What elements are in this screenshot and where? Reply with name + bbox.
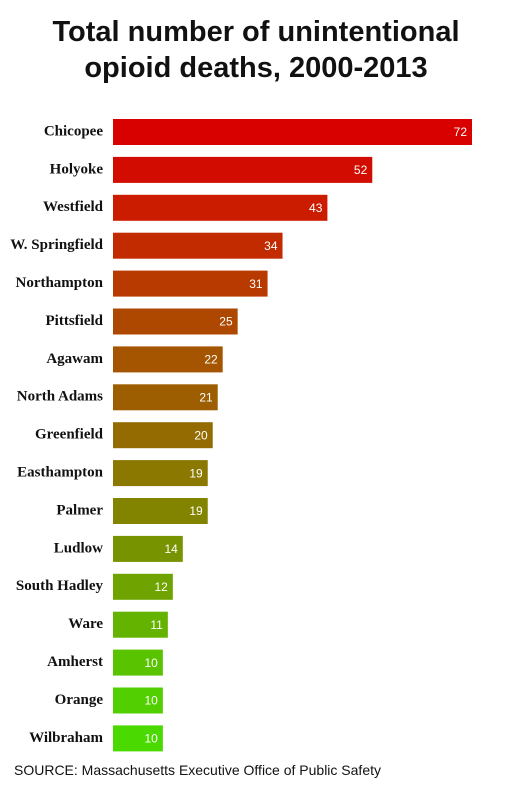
chart-title: Total number of unintentional opioid dea… — [52, 16, 460, 84]
bar — [113, 270, 268, 297]
category-label: Greenfield — [35, 427, 104, 443]
value-label: 52 — [354, 163, 368, 177]
category-label: Wilbraham — [29, 730, 103, 746]
category-label: Agawam — [46, 351, 103, 367]
category-label: Westfield — [43, 199, 104, 215]
bar — [113, 384, 218, 411]
value-label: 25 — [219, 315, 233, 329]
bar — [113, 649, 163, 676]
bar — [113, 725, 163, 752]
value-label: 31 — [249, 277, 263, 291]
category-label: Pittsfield — [46, 313, 104, 329]
bar — [113, 156, 373, 183]
value-label: 19 — [189, 466, 203, 480]
source-note: SOURCE: Massachusetts Executive Office o… — [14, 762, 382, 778]
category-label: South Hadley — [16, 578, 104, 594]
category-label: Ludlow — [54, 540, 103, 556]
bar — [113, 194, 328, 221]
category-label: Easthampton — [17, 465, 104, 481]
value-label: 72 — [454, 125, 468, 139]
value-label: 12 — [154, 580, 168, 594]
bar — [113, 422, 213, 449]
category-label: Ware — [68, 616, 103, 632]
value-label: 19 — [189, 504, 203, 518]
chart: Chicopee 72 Holyoke 52 Westfield 43 W. Springf… — [10, 119, 472, 752]
value-label: 10 — [145, 656, 159, 670]
bar — [113, 460, 208, 487]
bar — [113, 232, 283, 259]
category-label: Northampton — [15, 275, 103, 291]
category-label: North Adams — [17, 389, 103, 405]
value-label: 22 — [204, 353, 218, 367]
value-label: 34 — [264, 239, 278, 253]
bar — [113, 346, 223, 373]
value-label: 20 — [194, 428, 208, 442]
value-label: 21 — [199, 390, 213, 404]
category-label: Chicopee — [44, 123, 104, 139]
bar — [113, 498, 208, 524]
value-label: 11 — [150, 618, 163, 632]
category-label: W. Springfield — [10, 237, 103, 253]
value-label: 43 — [309, 201, 323, 215]
category-label: Amherst — [47, 654, 103, 670]
category-label: Palmer — [56, 502, 103, 518]
bar — [113, 535, 183, 562]
value-label: 14 — [164, 542, 178, 556]
category-label: Orange — [55, 692, 104, 708]
category-label: Holyoke — [50, 161, 104, 177]
bar — [113, 308, 238, 335]
bar — [113, 119, 472, 145]
value-label: 10 — [145, 732, 159, 746]
bar — [113, 687, 163, 714]
bar — [113, 611, 168, 638]
bar — [113, 573, 173, 600]
value-label: 10 — [145, 694, 159, 708]
